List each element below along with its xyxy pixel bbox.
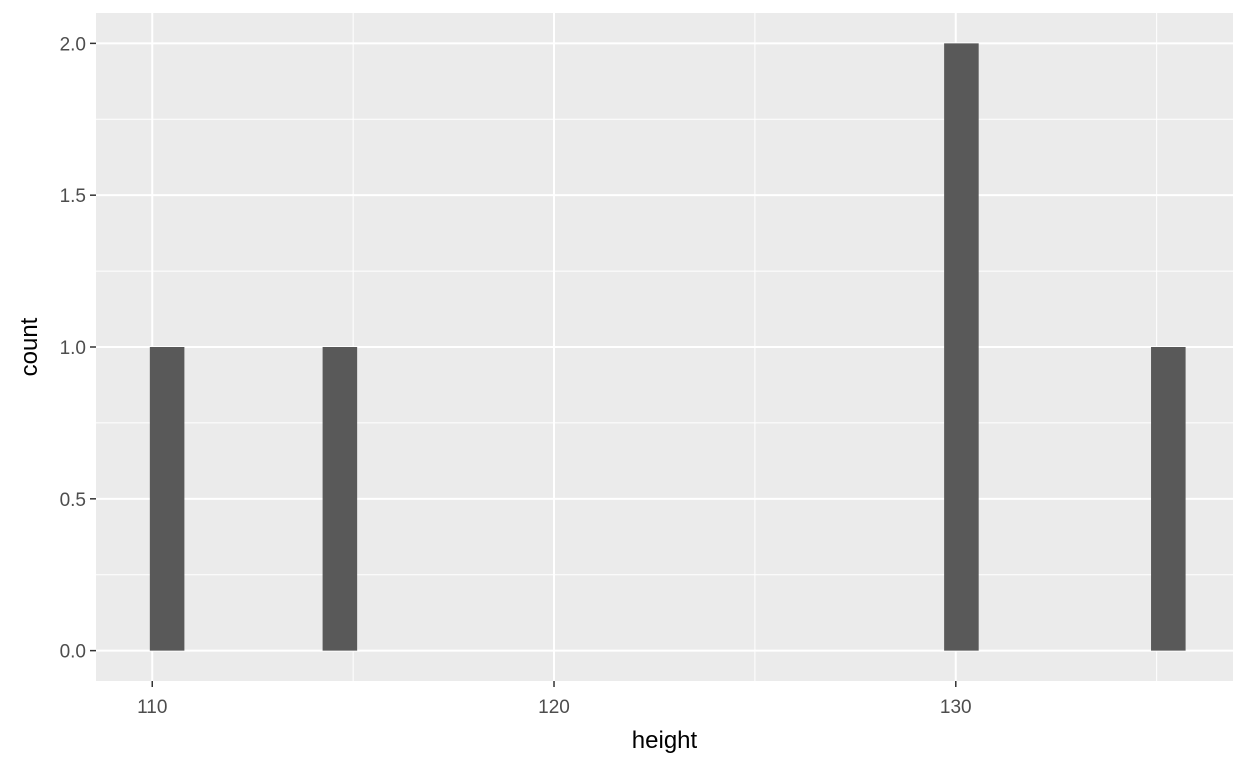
x-tick-label: 120 [538,697,570,718]
x-axis: 110 120 130 [137,681,972,718]
x-tick-label: 130 [940,697,972,718]
histogram-bar [944,43,979,651]
y-tick-label: 1.0 [60,338,86,359]
y-tick-label: 0.5 [60,490,86,511]
y-axis: 0.0 0.5 1.0 1.5 2.0 [60,34,96,663]
bars [149,43,1186,651]
histogram-bar [322,347,358,651]
y-tick-label: 0.0 [60,642,86,663]
x-axis-title: height [632,727,698,754]
y-axis-title: count [16,317,43,376]
y-tick-label: 2.0 [60,34,86,55]
histogram-bar [1151,347,1186,651]
y-tick-label: 1.5 [60,186,86,207]
histogram-bar [149,347,185,651]
x-tick-label: 110 [137,697,167,718]
